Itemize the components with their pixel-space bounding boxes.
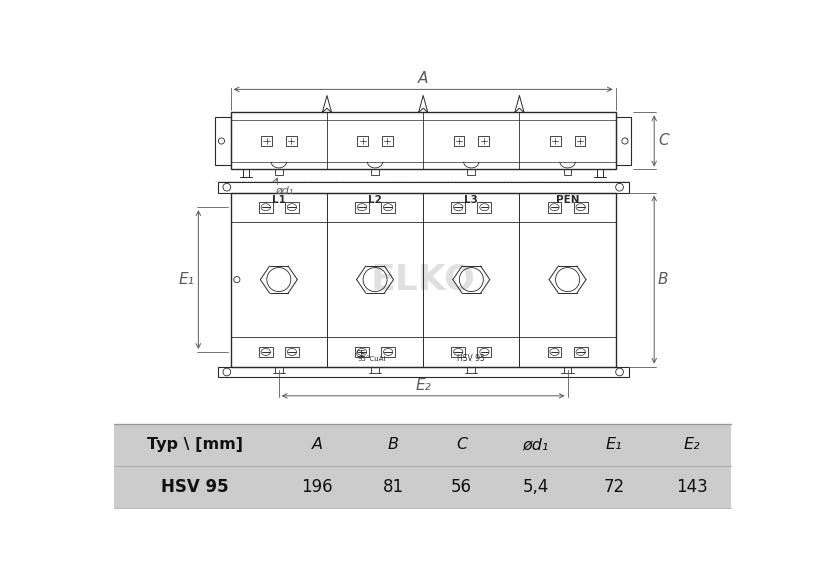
Bar bbox=[548, 202, 561, 213]
Text: HSV 95: HSV 95 bbox=[457, 354, 485, 364]
Bar bbox=[357, 136, 368, 146]
Text: 81: 81 bbox=[383, 478, 403, 496]
Bar bbox=[371, 169, 379, 175]
Bar bbox=[382, 136, 393, 146]
Text: 5,4: 5,4 bbox=[522, 478, 549, 496]
Bar bbox=[215, 117, 231, 165]
Bar bbox=[451, 202, 465, 213]
Bar bbox=[259, 202, 272, 213]
Text: ød₁: ød₁ bbox=[275, 186, 294, 195]
Text: C: C bbox=[456, 437, 467, 452]
Bar bbox=[573, 347, 587, 357]
Bar bbox=[573, 202, 587, 213]
Text: 143: 143 bbox=[676, 478, 708, 496]
Bar bbox=[231, 113, 615, 169]
Bar bbox=[454, 136, 464, 146]
Text: B: B bbox=[658, 272, 668, 287]
Bar bbox=[355, 347, 369, 357]
Text: E₁: E₁ bbox=[606, 437, 622, 452]
Bar bbox=[285, 202, 299, 213]
Bar bbox=[478, 136, 489, 146]
Bar bbox=[451, 347, 465, 357]
Bar bbox=[381, 202, 395, 213]
Bar bbox=[355, 202, 369, 213]
Text: B: B bbox=[388, 437, 398, 452]
Bar bbox=[478, 202, 492, 213]
Text: ELKO: ELKO bbox=[370, 262, 476, 297]
Text: Typ \ [mm]: Typ \ [mm] bbox=[147, 437, 243, 452]
Text: E₁: E₁ bbox=[179, 272, 195, 287]
Bar bbox=[548, 347, 561, 357]
Text: A: A bbox=[418, 71, 428, 86]
Bar bbox=[574, 136, 585, 146]
Text: HSV 95: HSV 95 bbox=[161, 478, 229, 496]
Text: E₂: E₂ bbox=[415, 378, 431, 393]
Text: L3: L3 bbox=[464, 195, 478, 205]
Bar bbox=[218, 366, 629, 377]
Text: C: C bbox=[658, 134, 669, 149]
Bar bbox=[218, 181, 629, 192]
Bar bbox=[285, 136, 296, 146]
Text: E₂: E₂ bbox=[684, 437, 700, 452]
Bar bbox=[478, 347, 492, 357]
Text: 72: 72 bbox=[604, 478, 625, 496]
Text: 95°CuAl: 95°CuAl bbox=[357, 356, 385, 362]
Text: L1: L1 bbox=[272, 195, 285, 205]
Bar bbox=[285, 347, 299, 357]
Bar bbox=[563, 169, 572, 175]
Text: ød₁: ød₁ bbox=[522, 437, 549, 452]
Bar bbox=[468, 169, 475, 175]
Text: 196: 196 bbox=[301, 478, 332, 496]
Bar bbox=[381, 347, 395, 357]
Text: 56: 56 bbox=[451, 478, 472, 496]
Text: L2: L2 bbox=[368, 195, 382, 205]
Bar bbox=[275, 169, 283, 175]
Bar bbox=[261, 136, 272, 146]
Text: PEN: PEN bbox=[556, 195, 579, 205]
Bar bbox=[115, 424, 731, 508]
Bar bbox=[231, 192, 615, 366]
Bar bbox=[615, 117, 631, 165]
Bar bbox=[549, 136, 561, 146]
Text: A: A bbox=[312, 437, 323, 452]
Text: CE: CE bbox=[356, 350, 365, 359]
Bar bbox=[259, 347, 272, 357]
